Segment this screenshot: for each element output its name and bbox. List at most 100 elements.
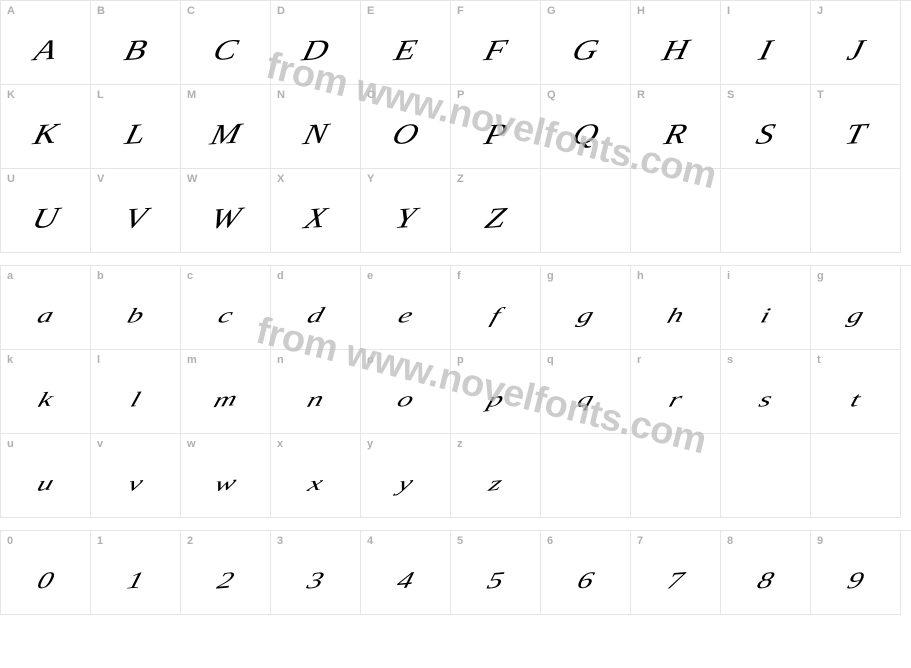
cell-label: k [7, 354, 13, 366]
cell-3: 33 [271, 531, 361, 615]
cell-H: HH [631, 1, 721, 85]
cell-c: cc [181, 266, 271, 350]
cell-label: K [7, 89, 15, 101]
cell-empty [811, 434, 901, 518]
digits-grid: 00 11 22 33 44 55 66 77 88 99 [0, 530, 911, 615]
glyph-R: R [624, 109, 726, 161]
cell-label: o [367, 354, 374, 366]
glyph-m: m [174, 377, 278, 424]
glyph-u: u [0, 461, 97, 508]
glyph-B: B [84, 25, 186, 77]
cell-2: 22 [181, 531, 271, 615]
cell-label: 3 [277, 535, 283, 547]
cell-label: M [187, 89, 196, 101]
cell-label: O [367, 89, 376, 101]
cell-label: 5 [457, 535, 463, 547]
cell-4: 44 [361, 531, 451, 615]
cell-0: 00 [1, 531, 91, 615]
cell-s: ss [721, 350, 811, 434]
cell-label: Z [457, 173, 464, 185]
cell-m: mm [181, 350, 271, 434]
glyph-f: f [444, 293, 548, 340]
cell-label: B [97, 5, 105, 17]
cell-label: D [277, 5, 285, 17]
glyph-q: q [534, 377, 638, 424]
cell-empty [541, 169, 631, 253]
cell-label: W [187, 173, 198, 185]
cell-label: r [637, 354, 641, 366]
glyph-Q: Q [534, 109, 636, 161]
cell-empty [541, 434, 631, 518]
cell-label: S [727, 89, 735, 101]
glyph-2: 2 [174, 556, 277, 606]
cell-empty [631, 434, 721, 518]
cell-label: L [97, 89, 104, 101]
cell-F: FF [451, 1, 541, 85]
glyph-d: d [264, 293, 368, 340]
cell-label: b [97, 270, 104, 282]
cell-label: Y [367, 173, 375, 185]
cell-P: PP [451, 85, 541, 169]
cell-x: xx [271, 434, 361, 518]
glyph-s: s [714, 377, 818, 424]
cell-k: kk [1, 350, 91, 434]
glyph-h: h [624, 293, 728, 340]
glyph-U: U [0, 193, 97, 245]
glyph-H: H [624, 25, 726, 77]
glyph-X: X [264, 193, 366, 245]
glyph-J: J [804, 25, 906, 77]
cell-6: 66 [541, 531, 631, 615]
cell-h: hh [631, 266, 721, 350]
glyph-S: S [714, 109, 816, 161]
glyph-y: y [354, 461, 458, 508]
glyph-a: a [0, 293, 97, 340]
glyph-o: o [354, 377, 458, 424]
glyph-k: k [0, 377, 97, 424]
glyph-Y: Y [354, 193, 456, 245]
cell-1: 11 [91, 531, 181, 615]
glyph-e: e [354, 293, 458, 340]
cell-label: C [187, 5, 195, 17]
cell-label: U [7, 173, 15, 185]
cell-w: ww [181, 434, 271, 518]
cell-d: dd [271, 266, 361, 350]
cell-label: F [457, 5, 464, 17]
cell-z: zz [451, 434, 541, 518]
cell-label: w [187, 438, 196, 450]
cell-f: ff [451, 266, 541, 350]
cell-G: GG [541, 1, 631, 85]
glyph-K: K [0, 109, 97, 161]
cell-label: A [7, 5, 15, 17]
glyph-r: r [624, 377, 728, 424]
glyph-z: z [444, 461, 548, 508]
glyph-Z: Z [444, 193, 546, 245]
cell-label: J [817, 5, 823, 17]
cell-label: X [277, 173, 285, 185]
cell-label: p [457, 354, 464, 366]
cell-label: e [367, 270, 373, 282]
cell-label: 7 [637, 535, 643, 547]
cell-empty [721, 169, 811, 253]
cell-g: gg [541, 266, 631, 350]
cell-label: q [547, 354, 554, 366]
cell-label: t [817, 354, 821, 366]
lowercase-grid: aa bb cc dd ee ff gg hh ii gg kk ll mm n… [0, 265, 911, 518]
cell-Y: YY [361, 169, 451, 253]
glyph-b: b [84, 293, 188, 340]
cell-8: 88 [721, 531, 811, 615]
cell-Z: ZZ [451, 169, 541, 253]
glyph-w: w [174, 461, 278, 508]
glyph-5: 5 [444, 556, 547, 606]
cell-label: 8 [727, 535, 733, 547]
cell-label: g [817, 270, 824, 282]
glyph-9: 9 [804, 556, 907, 606]
cell-M: MM [181, 85, 271, 169]
cell-K: KK [1, 85, 91, 169]
cell-i: ii [721, 266, 811, 350]
cell-W: WW [181, 169, 271, 253]
cell-label: h [637, 270, 644, 282]
cell-E: EE [361, 1, 451, 85]
cell-n: nn [271, 350, 361, 434]
glyph-8: 8 [714, 556, 817, 606]
glyph-P: P [444, 109, 546, 161]
